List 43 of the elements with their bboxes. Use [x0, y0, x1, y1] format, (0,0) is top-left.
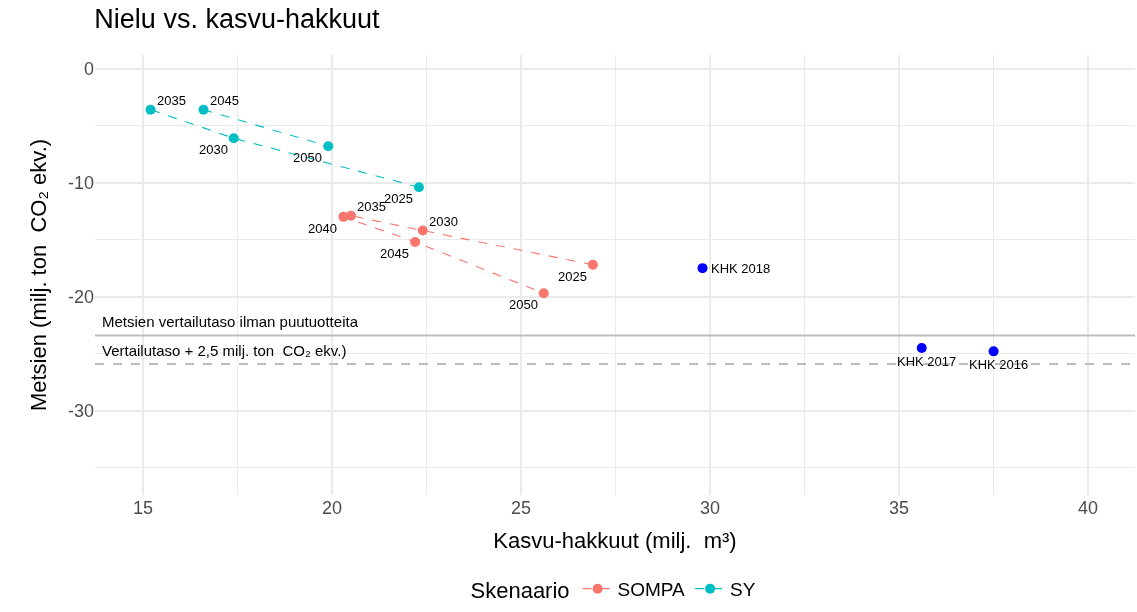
annotation: KHK 2018 — [711, 261, 771, 276]
annotation: 2045 — [380, 246, 409, 261]
point — [323, 141, 334, 152]
annotation: 2025 — [384, 191, 413, 206]
y-tick-label: 0 — [83, 58, 94, 79]
chart-title: Nielu vs. kasvu-hakkuut — [94, 4, 380, 35]
annotation: 2035 — [357, 199, 386, 214]
annotation: 2030 — [429, 214, 458, 229]
ref-line-label: Metsien vertailutaso ilman puutuotteita — [102, 313, 359, 330]
point — [538, 288, 549, 299]
legend-title: Skenaario — [470, 578, 570, 604]
legend-label: SY — [730, 579, 756, 601]
annotation: 2025 — [558, 269, 587, 284]
point — [587, 259, 598, 270]
x-tick-label: 25 — [511, 498, 532, 518]
point — [338, 211, 349, 222]
x-tick-label: 35 — [889, 498, 910, 518]
y-tick-label: -10 — [67, 172, 94, 193]
legend-label: SOMPA — [617, 579, 686, 601]
point — [410, 236, 421, 247]
annotation: 2045 — [210, 93, 239, 108]
annotation: 2050 — [509, 297, 538, 312]
y-tick-label: -20 — [67, 286, 94, 307]
point — [916, 342, 927, 353]
annotation: 2030 — [199, 142, 228, 157]
point — [988, 346, 999, 357]
annotation: 2035 — [157, 93, 186, 108]
annotation: 2040 — [308, 221, 337, 236]
point — [417, 225, 428, 236]
point — [697, 263, 708, 274]
point — [145, 104, 156, 115]
x-tick-label: 20 — [322, 498, 343, 518]
x-tick-label: 15 — [132, 498, 154, 518]
y-tick-label: -30 — [67, 400, 94, 421]
x-tick-label: 40 — [1078, 498, 1099, 518]
x-axis-title: Kasvu-hakkuut (milj. m³) — [493, 527, 737, 553]
ref-line-label: Vertailutaso + 2,5 milj. ton CO₂ ekv.) — [102, 342, 347, 359]
y-axis-title: Metsien (milj. ton CO₂ ekv.) — [25, 138, 51, 412]
annotation: KHK 2016 — [969, 357, 1029, 372]
annotation: 2050 — [293, 150, 322, 165]
point — [413, 182, 424, 193]
x-tick-label: 30 — [700, 498, 721, 518]
annotation: KHK 2017 — [897, 354, 957, 369]
